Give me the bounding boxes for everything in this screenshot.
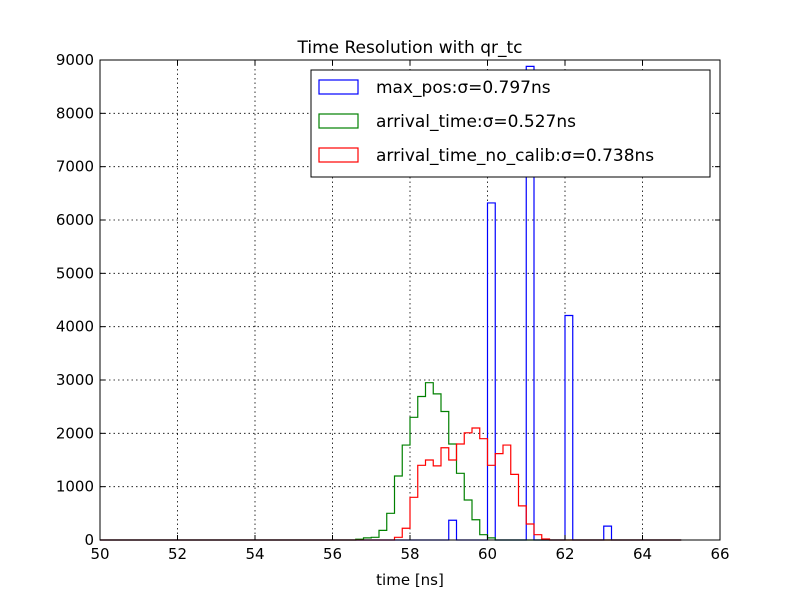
series-3-outline [100,427,682,541]
series-3-bin-18 [534,535,542,540]
series-3-bin-4 [426,460,434,540]
histogram-series [100,65,682,541]
series-2-bin-13 [457,473,465,540]
series-2-bin-3 [379,530,387,540]
legend-swatch-1 [318,79,359,95]
x-tick-label: 64 [633,545,652,563]
series-3-bin-1 [402,528,410,540]
x-tick-label: 56 [323,545,342,563]
y-tick-label: 5000 [56,264,94,282]
x-tick-label: 66 [710,545,729,563]
x-axis-label: time [ns] [376,571,444,589]
series-2-bin-5 [395,476,403,540]
series-2-outline [100,382,682,541]
series-2-bin-9 [426,383,434,540]
series-2-bin-8 [418,397,426,540]
y-tick-label: 3000 [56,371,94,389]
series-1 [100,65,682,541]
series-1-outline [100,65,682,541]
series-2-bin-6 [402,445,410,540]
x-tick-label: 52 [168,545,187,563]
series-2-bin-11 [441,411,449,540]
series-3-bin-17 [526,524,534,540]
series-3-bin-11 [480,439,488,540]
chart-title: Time Resolution with qr_tc [296,38,522,58]
y-tick-label: 0 [84,531,94,549]
series-2-bin-12 [449,444,457,540]
series-3-bin-8 [457,444,465,540]
legend-label-1: max_pos:σ=0.797ns [376,78,551,98]
series-1-bin-3 [565,315,573,540]
legend-frame [310,69,711,178]
series-3-bin-12 [488,465,496,540]
legend-swatch-2 [318,113,359,129]
legend-label-2: arrival_time:σ=0.527ns [376,112,576,132]
series-3-bin-3 [418,465,426,540]
x-tick-label: 50 [90,545,109,563]
series-3-bin-10 [472,428,480,540]
series-3-bin-5 [433,466,441,540]
y-tick-label: 6000 [56,211,94,229]
series-1-bin-0 [449,520,457,540]
y-tick-label: 9000 [56,51,94,69]
legend-label-3: arrival_time_no_calib:σ=0.738ns [376,146,654,166]
series-2-bin-15 [472,520,480,540]
series-2-bin-16 [480,535,488,540]
y-tick-label: 1000 [56,478,94,496]
series-2-bin-14 [464,500,472,540]
y-tick-label: 4000 [56,318,94,336]
axis-ticks: 50 52 54 56 58 60 62 64 66 0 1000 2000 3000 4000 5000 6… [56,51,730,563]
legend-items: max_pos:σ=0.797ns arrival_time:σ=0.527nsa… [318,78,654,166]
x-tick-label: 58 [400,545,419,563]
series-3-bin-2 [410,497,418,540]
series-3-bin-14 [503,445,511,540]
series-1-bin-1 [488,203,496,540]
x-tick-label: 54 [245,545,264,563]
y-tick-label: 2000 [56,424,94,442]
y-tick-label: 8000 [56,104,94,122]
legend: max_pos:σ=0.797ns arrival_time:σ=0.527nsa… [310,69,711,178]
legend-swatch-3 [318,147,359,163]
x-tick-label: 62 [555,545,574,563]
series-3-bin-7 [449,460,457,540]
series-2-bin-7 [410,417,418,540]
series-2 [100,382,682,541]
series-3 [100,427,682,541]
series-3-bin-15 [511,474,519,540]
series-3-bin-16 [519,506,527,540]
series-2-bin-10 [433,394,441,540]
series-3-bin-13 [495,454,503,540]
y-tick-label: 7000 [56,158,94,176]
series-3-bin-6 [441,448,449,540]
series-1-bin-4 [604,526,612,540]
series-2-bin-4 [387,513,395,540]
x-tick-label: 60 [478,545,497,563]
